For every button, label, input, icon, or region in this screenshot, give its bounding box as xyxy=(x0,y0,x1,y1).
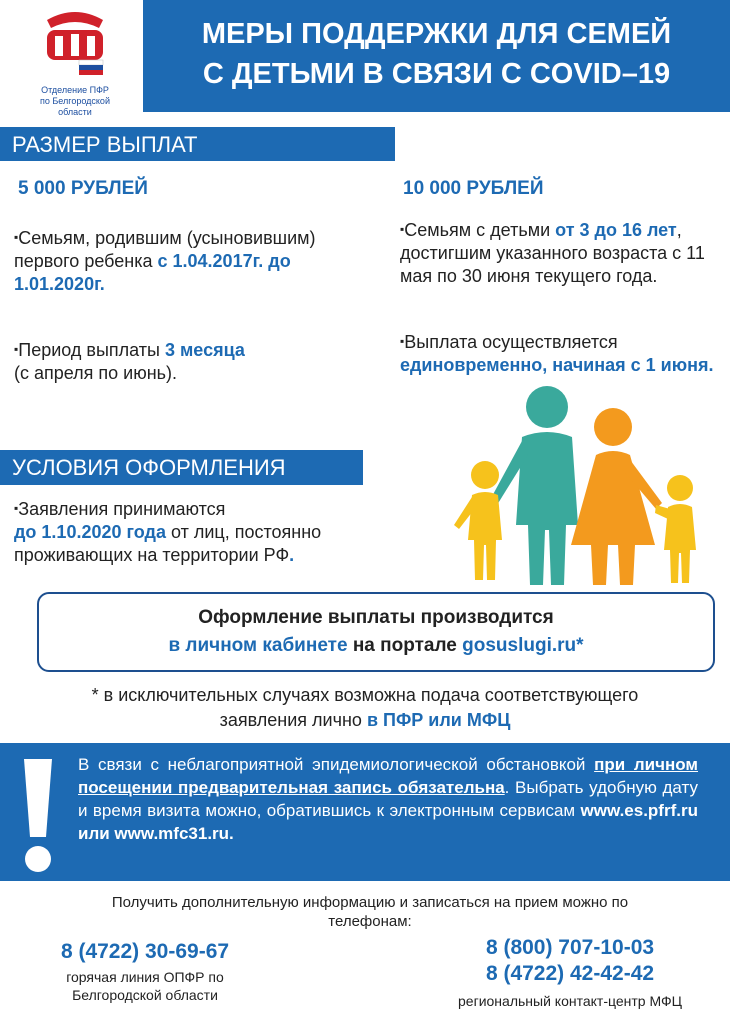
exclamation-icon xyxy=(24,759,52,872)
highlight: в личном кабинете xyxy=(168,635,348,656)
text: (с апреля по июнь). xyxy=(14,363,178,383)
caption: горячая линия ОПФР по Белгородской облас… xyxy=(66,969,224,1003)
caption: региональный контакт-центр МФЦ xyxy=(458,993,682,1009)
text: Период выплаты xyxy=(18,340,160,360)
text: Семьям с детьми xyxy=(404,220,551,240)
section-heading: РАЗМЕР ВЫПЛАТ xyxy=(0,127,395,161)
logo-icon xyxy=(47,12,104,75)
text: от лиц, постоянно проживающих на террито… xyxy=(14,522,322,565)
text: , достигшим указанного возраста с 11 мая… xyxy=(400,220,705,286)
contacts-intro: Получить дополнительную информацию и зап… xyxy=(111,894,629,930)
text: В связи с неблагоприятной эпидемиологиче… xyxy=(78,755,586,774)
phone: 8 (4722) 42-42-42 xyxy=(485,962,655,985)
highlight: при личном посещении предварительная зап… xyxy=(78,755,698,797)
phone: 8 (800) 707-10-03 xyxy=(485,936,655,959)
highlight: www.es.pfrf.ru или www.mfc31.ru. xyxy=(78,801,698,843)
highlight: с 1.04.2017г. до 1.01.2020г. xyxy=(14,251,291,294)
highlight: . xyxy=(289,545,295,565)
item: Заявления принимаются до 1.10.2020 года о… xyxy=(14,497,414,567)
text: Заявления принимаются xyxy=(18,499,226,519)
text: . Выбрать удобную дату и время визита мо… xyxy=(78,778,698,820)
text: * в исключительных случаях возможна пода… xyxy=(91,685,639,730)
highlight: gosuslugi.ru* xyxy=(462,635,584,656)
text: Выплата осуществляется xyxy=(404,332,618,352)
highlight: 3 месяца xyxy=(164,340,245,360)
section-heading: УСЛОВИЯ ОФОРМЛЕНИЯ xyxy=(0,450,363,485)
logo: Отделение ПФР по Белгородской области xyxy=(25,8,125,117)
logo-caption: по Белгородской области xyxy=(40,96,110,117)
highlight: единовременно, начиная с 1 июня. xyxy=(400,355,714,375)
highlight: до 1.10.2020 года xyxy=(14,522,166,542)
amount: 5 000 РУБЛЕЙ xyxy=(18,178,148,199)
contact: 8 (800) 707-10-03 8 (4722) 42-42-42 реги… xyxy=(420,935,720,1009)
family-illustration xyxy=(454,386,696,585)
logo-caption: Отделение ПФР xyxy=(41,85,109,95)
amount: 10 000 РУБЛЕЙ xyxy=(403,178,544,199)
footnote: * в исключительных случаях возможна пода… xyxy=(50,683,680,733)
highlight: в ПФР или МФЦ xyxy=(366,710,511,730)
title-line: С ДЕТЬМИ В СВЯЗИ С COVID–19 xyxy=(202,58,671,90)
notice-text: В связи с неблагоприятной эпидемиологиче… xyxy=(78,753,698,845)
item: Период выплаты 3 месяца (с апреля по июнь… xyxy=(14,338,374,385)
item: Семьям, родившим (усыновившим) первого р… xyxy=(14,226,374,296)
title-box: МЕРЫ ПОДДЕРЖКИ ДЛЯ СЕМЕЙ С ДЕТЬМИ В СВЯЗ… xyxy=(140,0,730,112)
phone: 8 (4722) 30-69-67 xyxy=(60,940,230,963)
highlight: от 3 до 16 лет xyxy=(555,220,677,240)
text: на портале xyxy=(352,635,457,656)
portal-box: Оформление выплаты производится в личном… xyxy=(37,592,715,672)
item: Семьям с детьми от 3 до 16 лет, достигши… xyxy=(400,218,715,288)
text: Оформление выплаты производится xyxy=(198,607,554,628)
title-line: МЕРЫ ПОДДЕРЖКИ ДЛЯ СЕМЕЙ xyxy=(201,18,672,50)
contact: 8 (4722) 30-69-67 горячая линия ОПФР по … xyxy=(25,940,265,1004)
item: Выплата осуществляется единовременно, на… xyxy=(400,330,715,377)
notice-box: В связи с неблагоприятной эпидемиологиче… xyxy=(0,743,730,881)
text: Семьям, родившим (усыновившим) первого р… xyxy=(14,228,316,271)
